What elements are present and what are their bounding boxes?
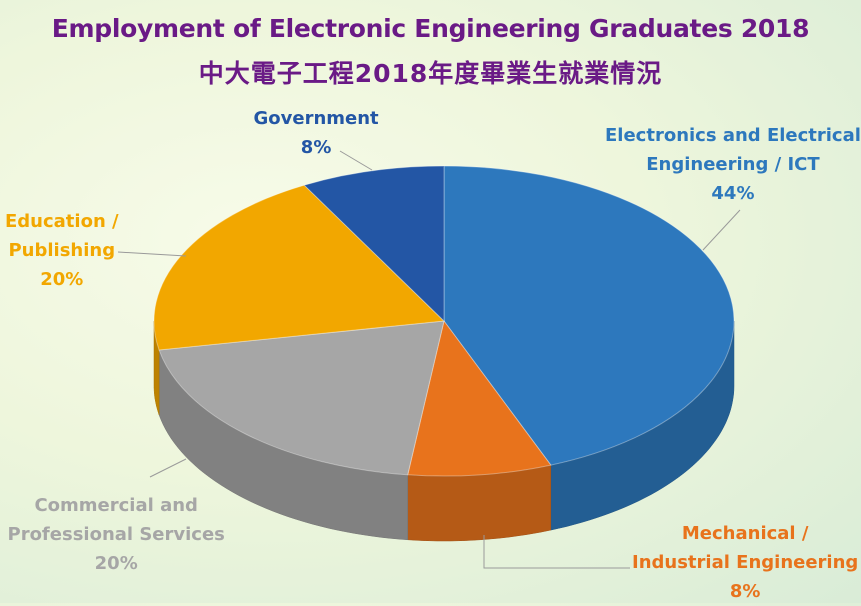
leader-line-1 <box>483 535 630 569</box>
slice-2 <box>158 320 445 476</box>
slice-4 <box>303 165 445 323</box>
slice-label-line: Government <box>253 108 379 129</box>
slice-value-label: 8% <box>300 137 332 158</box>
slice-label-4: Government 8% <box>254 104 379 162</box>
slice-label-line: Mechanical / <box>681 523 809 544</box>
slice-value-label: 44% <box>711 183 755 204</box>
slice-3 <box>153 184 446 351</box>
slice-label-line: Electronics and Electrical <box>605 125 861 146</box>
chart-title: Employment of Electronic Engineering Gra… <box>51 14 810 43</box>
slice-label-line: Commercial and <box>34 495 198 516</box>
slice-label-0: Electronics and Electrical Engineering / … <box>605 121 861 208</box>
slice-label-line: Professional Services <box>7 524 225 545</box>
slice-label-3: Education / Publishing 20% <box>5 207 119 294</box>
leader-line-3 <box>117 251 187 257</box>
slice-value-label: 20% <box>94 553 138 574</box>
slice-label-line: Engineering / ICT <box>646 154 820 175</box>
slice-label-line: Industrial Engineering <box>632 552 859 573</box>
slice-value-label: 20% <box>40 269 84 290</box>
slice-value-label: 8% <box>729 581 761 602</box>
pie-tops <box>153 165 735 477</box>
chart-subtitle: 中大電子工程2018年度畢業生就業情況 <box>198 59 663 88</box>
slice-side-1 <box>407 464 552 542</box>
slice-label-line: Education / <box>5 211 119 232</box>
leader-lines <box>117 150 741 569</box>
leader-line-0 <box>702 209 741 251</box>
slice-0 <box>443 165 735 466</box>
slice-1 <box>407 319 552 477</box>
slice-label-line: Publishing <box>8 240 116 261</box>
pie-sides <box>153 320 735 542</box>
slice-label-1: Mechanical / Industrial Engineering 8% <box>632 519 858 606</box>
leader-line-2 <box>149 458 187 478</box>
slice-label-2: Commercial and Professional Services 20% <box>8 491 225 578</box>
leader-line-4 <box>339 150 373 171</box>
